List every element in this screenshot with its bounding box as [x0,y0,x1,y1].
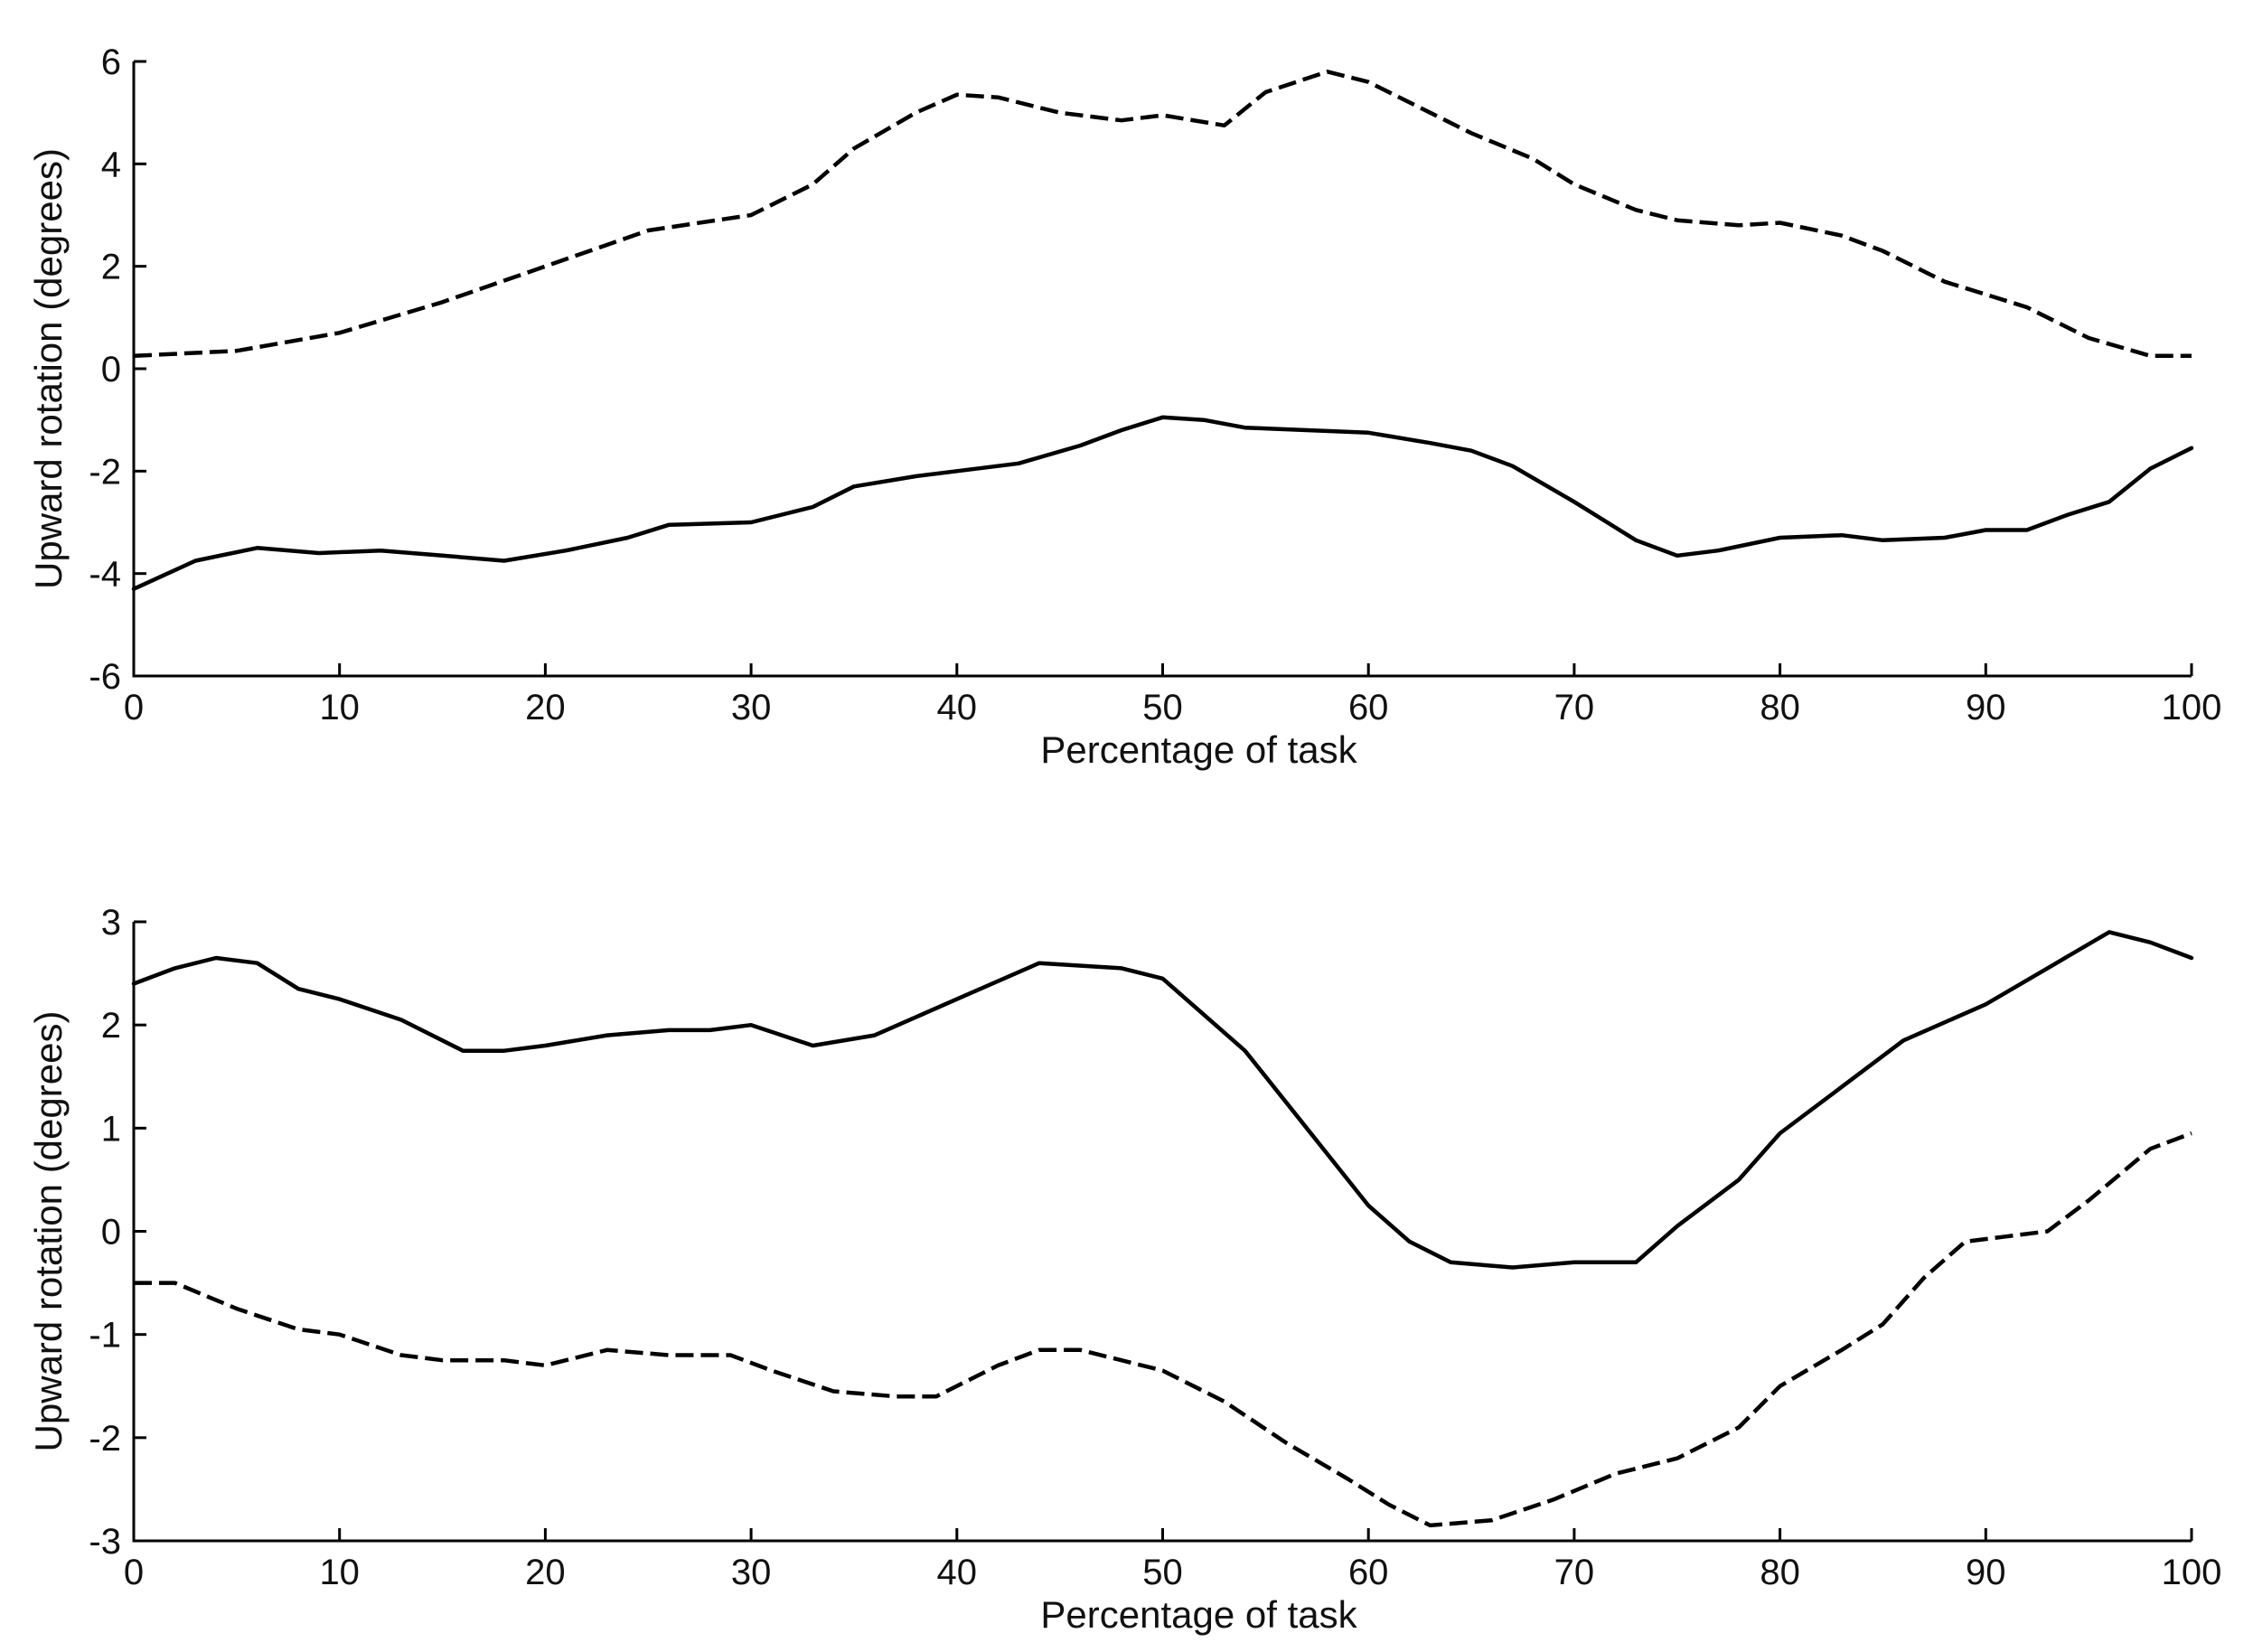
x-tick-label: 70 [1554,1553,1595,1592]
chart-panel-top: 0 10 20 30 40 50 60 70 80 90 100 -6 -4 -2 0 2 4 6 Percenta… [27,42,2221,771]
y-tick-label: -2 [89,452,121,492]
y-tick-label: -3 [89,1522,121,1562]
y-tick-label: 1 [101,1109,121,1149]
x-tick-label: 90 [1966,1553,2006,1592]
y-tick-label: 0 [101,1213,121,1253]
y-tick-label: 2 [101,1006,121,1046]
x-tick-label: 20 [525,688,566,727]
x-axis-label: Percentage of task [1040,728,1357,771]
x-tick-label: 10 [319,688,360,727]
y-tick-label: -6 [89,657,121,697]
series-line-solid [131,415,2194,591]
x-tick-label: 90 [1966,688,2006,727]
y-axis-label: Upward rotation (degrees) [27,1011,70,1452]
x-tick-label: 20 [525,1553,566,1592]
x-axis-label: Percentage of task [1040,1593,1357,1636]
axis-frame [132,922,2192,1543]
y-tick-label: 3 [101,903,121,943]
y-tick-label: -1 [89,1316,121,1356]
x-tick-label: 0 [124,688,144,727]
x-tick-label: 10 [319,1553,360,1592]
x-tick-label: 80 [1760,688,1800,727]
chart-panel-bottom: 0 10 20 30 40 50 60 70 80 90 100 -3 -2 -1 0 1 2 3 Percenta… [27,903,2221,1636]
y-tick-label: 2 [101,248,121,287]
y-tick-label: 4 [101,145,121,184]
x-tick-label: 100 [2162,1553,2222,1592]
x-tick-label: 100 [2162,688,2222,727]
y-tick-label: -2 [89,1419,121,1459]
y-tick-label: 0 [101,350,121,390]
y-tick-label: -4 [89,555,121,595]
series-line-dashed [134,1131,2192,1528]
x-tick-label: 60 [1348,688,1389,727]
series-line-solid [131,930,2194,1270]
x-tick-label: 0 [124,1553,144,1592]
x-tick-label: 30 [731,1553,772,1592]
y-tick-label: 6 [101,42,121,82]
x-tick-label: 80 [1760,1553,1800,1592]
x-tick-label: 60 [1348,1553,1389,1592]
axis-frame [132,61,2192,678]
x-tick-label: 50 [1142,688,1183,727]
y-axis-label: Upward rotation (degrees) [27,148,70,589]
x-tick-label: 50 [1142,1553,1183,1592]
x-tick-label: 40 [937,1553,978,1592]
x-tick-label: 70 [1554,688,1595,727]
series-line-dashed [133,70,2192,359]
x-tick-label: 30 [731,688,772,727]
x-tick-label: 40 [937,688,978,727]
